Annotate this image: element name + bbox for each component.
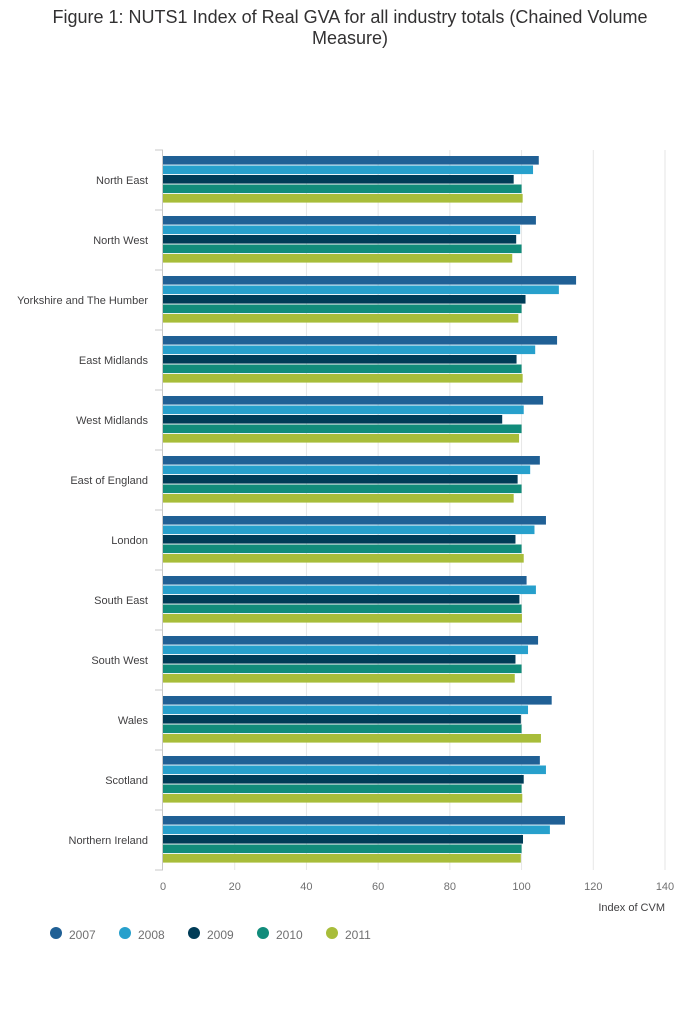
bar	[163, 525, 535, 535]
bar	[163, 345, 536, 355]
bar	[163, 696, 552, 705]
category-label: Northern Ireland	[69, 835, 149, 847]
bar	[163, 816, 565, 825]
x-axis-title: Index of CVM	[598, 902, 665, 914]
bar	[163, 844, 522, 854]
bar	[163, 756, 540, 765]
bar	[163, 475, 518, 484]
bar	[163, 295, 526, 304]
bar	[163, 604, 522, 614]
bar	[163, 664, 522, 674]
bar	[163, 314, 519, 323]
category-label: North West	[93, 235, 148, 247]
legend: 2007 2008 2009 2010 2011	[50, 927, 371, 942]
bar	[163, 244, 522, 254]
category-label: Scotland	[105, 775, 148, 787]
bar	[163, 465, 531, 475]
bar	[163, 645, 529, 655]
bar	[163, 554, 524, 563]
x-tick-label: 80	[444, 881, 456, 893]
chart-title: Figure 1: NUTS1 Index of Real GVA for al…	[52, 7, 648, 48]
category-label: South East	[94, 595, 148, 607]
bar	[163, 304, 522, 314]
bar	[163, 794, 523, 803]
x-tick-label: 60	[372, 881, 384, 893]
bar	[163, 825, 550, 835]
gridlines	[234, 150, 666, 870]
bar	[163, 424, 522, 434]
legend-marker	[257, 927, 269, 939]
bar	[163, 254, 513, 263]
bar	[163, 225, 521, 235]
bar	[163, 156, 539, 165]
bar	[163, 535, 516, 544]
legend-marker	[188, 927, 200, 939]
bars	[163, 156, 577, 863]
bar	[163, 285, 559, 295]
bar	[163, 405, 524, 415]
category-label: Yorkshire and The Humber	[17, 295, 148, 307]
bar	[163, 194, 523, 203]
y-axis: North East North West Yorkshire and The Hu…	[17, 149, 163, 871]
bar	[163, 484, 522, 494]
legend-label: 2007	[69, 928, 96, 942]
x-tick-label: 0	[160, 881, 166, 893]
bar	[163, 705, 529, 715]
bar	[163, 364, 522, 374]
bar	[163, 456, 540, 465]
bar	[163, 516, 546, 525]
category-label: East Midlands	[79, 355, 149, 367]
bar	[163, 336, 558, 345]
bar	[163, 724, 522, 734]
legend-label: 2011	[345, 928, 371, 942]
legend-marker	[119, 927, 131, 939]
bar	[163, 784, 522, 794]
legend-label: 2008	[138, 928, 165, 942]
category-label: West Midlands	[76, 415, 148, 427]
bar	[163, 734, 541, 743]
bar	[163, 835, 524, 844]
bar	[163, 655, 516, 664]
bar	[163, 674, 515, 683]
bar	[163, 544, 522, 554]
bar	[163, 775, 524, 784]
bar	[163, 576, 527, 585]
legend-marker	[326, 927, 338, 939]
bar	[163, 276, 577, 285]
x-axis: 0 20 40 60 80 100 120 140	[160, 881, 674, 893]
bar	[163, 415, 503, 424]
bar	[163, 765, 546, 775]
category-label: South West	[91, 655, 148, 667]
bar	[163, 355, 517, 364]
bar	[163, 216, 536, 225]
bar	[163, 396, 544, 405]
bar	[163, 374, 523, 383]
bar	[163, 595, 520, 604]
bar	[163, 494, 514, 503]
x-tick-label: 100	[512, 881, 530, 893]
x-tick-label: 120	[584, 881, 602, 893]
legend-marker	[50, 927, 62, 939]
legend-label: 2010	[276, 928, 303, 942]
x-tick-label: 20	[229, 881, 241, 893]
bar	[163, 165, 534, 175]
legend-label: 2009	[207, 928, 234, 942]
bar	[163, 854, 521, 863]
category-label: East of England	[70, 475, 148, 487]
category-label: London	[111, 535, 148, 547]
bar	[163, 184, 522, 194]
x-tick-label: 40	[300, 881, 312, 893]
bar	[163, 585, 536, 595]
bar	[163, 175, 514, 184]
bar	[163, 434, 520, 443]
bar	[163, 636, 539, 645]
category-label: Wales	[118, 715, 149, 727]
x-tick-label: 140	[656, 881, 674, 893]
bar	[163, 614, 522, 623]
bar	[163, 235, 517, 244]
bar	[163, 715, 521, 724]
category-label: North East	[96, 175, 148, 187]
